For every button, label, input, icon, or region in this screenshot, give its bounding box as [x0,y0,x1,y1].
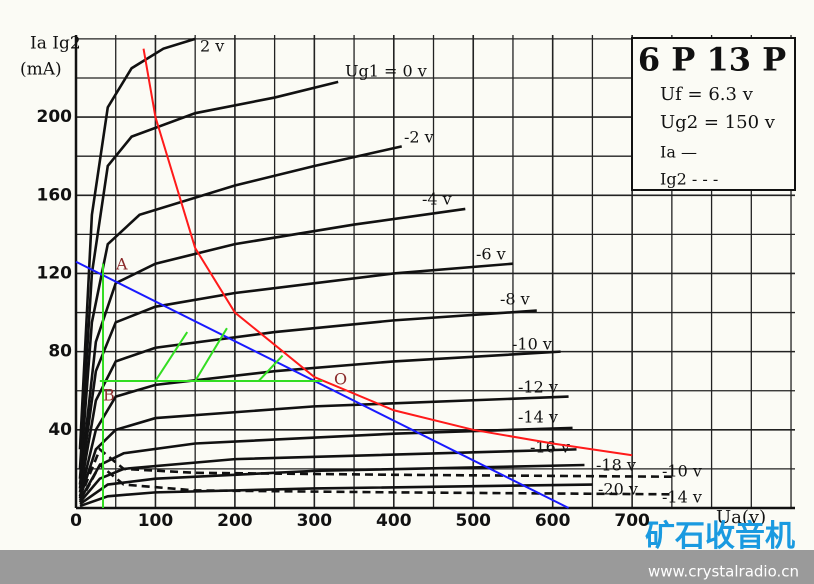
curve-label: -10 v [512,335,552,354]
plate-curve [154,331,189,382]
curve-label: -14 v [518,408,558,427]
x-tick-label: 500 [455,511,491,531]
y-axis-unit: (mA) [20,60,62,80]
footer-band [0,550,814,584]
plate-curve [194,327,228,382]
point-label: O [334,370,347,389]
plate-curve [78,350,561,497]
curve-label: Ug1 = 0 v [345,62,427,81]
plate-curve [79,463,585,506]
x-tick-label: 0 [70,511,82,531]
info-line: Uf = 6.3 v [660,84,754,105]
x-axis-label: Ua(v) [716,507,766,528]
info-box [631,37,796,191]
curve-label: -10 v [662,462,702,481]
screen-current-curve [78,447,672,499]
plate-curve [78,145,403,479]
tube-name: 6 P 13 P [638,41,786,79]
curve-label: -4 v [422,190,452,209]
x-tick-label: 600 [535,511,571,531]
x-tick-label: 400 [376,511,412,531]
watermark-title: 矿石收音机 [645,519,795,554]
x-tick-label: 700 [614,511,650,531]
plate-curve [78,262,514,489]
info-line: Ig2 - - - [660,170,718,189]
y-axis-label: Ia Ig2 [30,34,81,54]
curve-label: -2 v [404,128,434,147]
y-tick-label: 40 [48,420,72,440]
screen-current-curve [78,462,672,503]
plate-curve [78,207,466,485]
plate-curve [78,426,573,501]
info-line: Ug2 = 150 v [660,112,776,133]
watermark-url: www.crystalradio.cn [648,563,799,581]
info-line: Ia — [660,143,697,162]
curve-label: 2 v [200,37,224,56]
x-tick-label: 100 [138,511,174,531]
curve-label: -14 v [662,488,702,507]
point-label: B [103,386,115,405]
point-label: A [115,255,128,274]
curve-label: -18 v [596,456,636,475]
plate-curve [78,309,537,493]
plate-curve [257,354,284,382]
y-tick-label: 80 [48,342,72,362]
curve-label: -8 v [500,290,530,309]
y-tick-label: 160 [37,185,73,205]
curve-label: -6 v [476,245,506,264]
curve-label: -20 v [598,480,638,499]
plate-curve [79,483,593,508]
plate-curve [78,37,196,450]
y-tick-label: 200 [37,107,73,127]
x-tick-label: 300 [297,511,333,531]
y-tick-label: 120 [37,263,73,283]
curve-label: -12 v [518,378,558,397]
x-tick-label: 200 [217,511,253,531]
plate-curve [78,80,339,469]
plate-curve [75,260,570,509]
plate-curve [78,395,569,499]
plate-curve [142,48,633,457]
